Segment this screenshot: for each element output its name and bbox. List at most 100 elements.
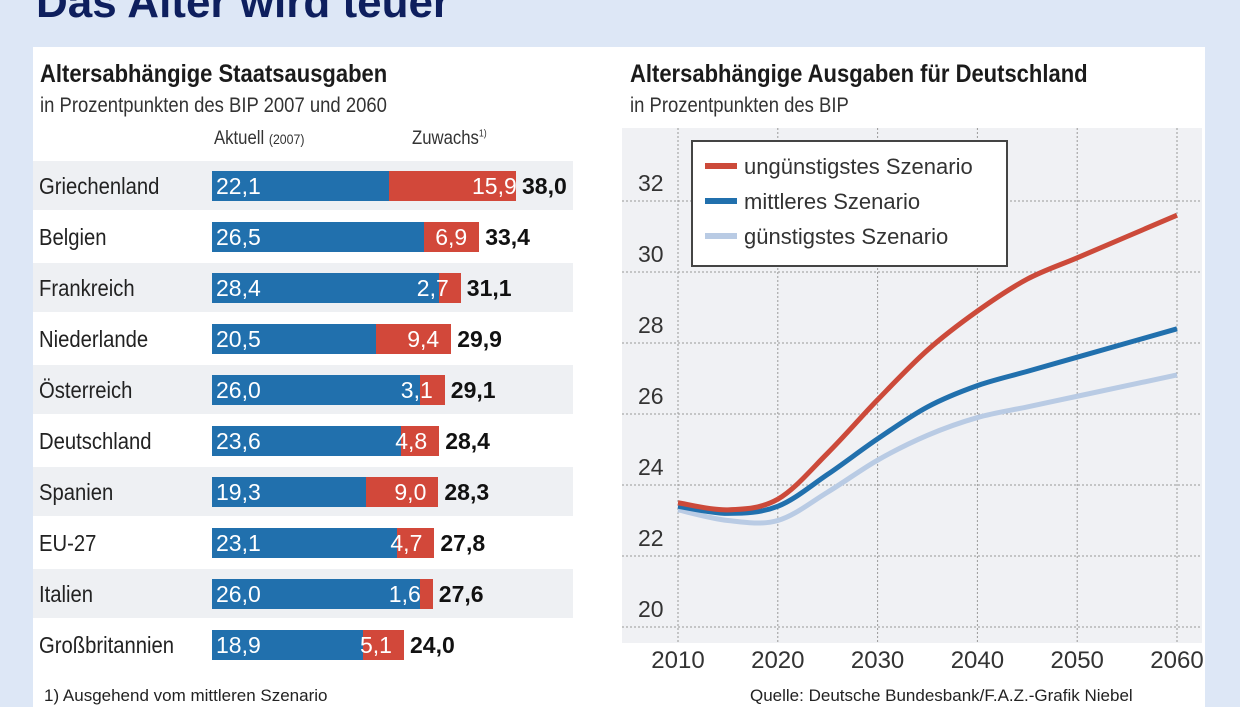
- value-total: 38,0: [522, 173, 567, 199]
- bar-increase: [366, 477, 439, 507]
- country-label: Belgien: [39, 224, 107, 250]
- country-label: EU-27: [39, 530, 97, 556]
- y-tick-label: 26: [638, 383, 664, 409]
- bar-row: Italien 26,0 1,6 27,6: [33, 569, 573, 618]
- value-total: 27,6: [438, 581, 484, 607]
- bar-increase: [420, 375, 445, 405]
- value-current: 23,1: [216, 530, 261, 556]
- value-increase: 15,9: [472, 173, 517, 199]
- bar-increase: [396, 528, 435, 558]
- value-increase: 3,1: [400, 377, 433, 403]
- bar-row: EU-27 23,1 4,7 27,8: [33, 518, 573, 567]
- value-increase: 4,8: [395, 428, 428, 454]
- series-line: [677, 372, 1178, 526]
- legend-increase-label: Zuwachs: [412, 128, 479, 149]
- value-increase: 2,7: [416, 275, 449, 301]
- bar-current: [212, 171, 389, 201]
- bar-current: [212, 477, 367, 507]
- value-current: 26,0: [216, 581, 261, 607]
- line-chart-subtitle: in Prozentpunkten des BIP: [630, 94, 849, 117]
- bar-increase: [363, 630, 404, 660]
- bar-row: Niederlande 20,5 9,4 29,9: [33, 314, 573, 363]
- value-total: 29,9: [457, 326, 502, 352]
- legend-label: mittleres Szenario: [744, 189, 920, 214]
- bar-increase: [439, 273, 461, 303]
- series-line: [677, 326, 1178, 516]
- bar-chart-subtitle: in Prozentpunkten des BIP 2007 und 2060: [40, 94, 387, 117]
- country-label: Griechenland: [39, 173, 160, 199]
- bar-increase: [400, 426, 440, 456]
- value-total: 27,8: [440, 530, 486, 556]
- value-increase: 4,7: [390, 530, 423, 556]
- country-label: Spanien: [39, 479, 114, 505]
- bar-row: Großbritannien 18,9 5,1 24,0: [33, 620, 573, 669]
- country-label: Österreich: [39, 377, 133, 403]
- y-tick-label: 28: [638, 312, 664, 338]
- value-increase: 9,4: [407, 326, 440, 352]
- bar-row: Griechenland 22,1 15,9 38,0: [33, 161, 573, 210]
- series-line: [677, 212, 1178, 513]
- x-tick-label: 2050: [1051, 647, 1104, 674]
- legend-current: Aktuell (2007): [214, 128, 304, 150]
- y-tick-label: 22: [638, 525, 664, 551]
- bar-row: Spanien 19,3 9,0 28,3: [33, 467, 573, 516]
- value-total: 24,0: [410, 632, 455, 658]
- value-total: 31,1: [466, 275, 512, 301]
- value-current: 26,0: [216, 377, 261, 403]
- country-label: Niederlande: [39, 326, 149, 352]
- bar-current: [212, 222, 424, 252]
- bar-current: [212, 324, 376, 354]
- y-tick-label: 20: [638, 596, 664, 622]
- bar-current: [212, 630, 364, 660]
- legend-increase-note: 1): [478, 128, 487, 140]
- value-total: 29,1: [450, 377, 496, 403]
- bar-increase: [388, 171, 516, 201]
- legend-label: günstigstes Szenario: [744, 224, 948, 249]
- bar-row: Deutschland 23,6 4,8 28,4: [33, 416, 573, 465]
- value-current: 20,5: [216, 326, 261, 352]
- country-label: Großbritannien: [39, 632, 175, 658]
- x-tick-label: 2030: [851, 647, 904, 674]
- bar-current: [212, 528, 397, 558]
- bar-current: [212, 426, 401, 456]
- value-current: 22,1: [216, 173, 261, 199]
- source: Quelle: Deutsche Bundesbank/F.A.Z.-Grafi…: [750, 686, 1133, 705]
- x-tick-label: 2010: [651, 647, 704, 674]
- legend-box: [691, 140, 1008, 267]
- legend-current-year: (2007): [268, 131, 305, 147]
- country-label: Frankreich: [39, 275, 135, 301]
- x-tick-label: 2060: [1150, 647, 1203, 674]
- value-current: 19,3: [216, 479, 261, 505]
- value-increase: 1,6: [388, 581, 421, 607]
- value-increase: 6,9: [435, 224, 468, 250]
- value-current: 18,9: [216, 632, 261, 658]
- bar-row: Österreich 26,0 3,1 29,1: [33, 365, 573, 414]
- bar-increase: [376, 324, 452, 354]
- x-tick-label: 2040: [951, 647, 1004, 674]
- page-title: Das Alter wird teuer: [36, 0, 451, 27]
- value-increase: 9,0: [394, 479, 427, 505]
- value-total: 33,4: [485, 224, 530, 250]
- bar-chart-title: Altersabhängige Staatsausgaben: [40, 60, 388, 88]
- bar-current: [212, 273, 440, 303]
- x-tick-label: 2020: [751, 647, 804, 674]
- bar-current: [212, 579, 420, 609]
- y-tick-label: 30: [638, 241, 664, 267]
- y-tick-label: 32: [638, 170, 664, 196]
- bar-increase: [424, 222, 480, 252]
- country-label: Italien: [39, 581, 94, 607]
- bar-row: Belgien 26,5 6,9 33,4: [33, 212, 573, 261]
- line-chart-title: Altersabhängige Ausgaben für Deutschland: [630, 60, 1088, 88]
- legend: ungünstigstes Szenario mittleres Szenario…: [691, 140, 1008, 267]
- value-total: 28,3: [444, 479, 490, 505]
- value-total: 28,4: [445, 428, 490, 454]
- value-current: 26,5: [216, 224, 261, 250]
- bar-current: [212, 375, 420, 405]
- legend-increase: Zuwachs1): [412, 128, 487, 150]
- bar-increase: [420, 579, 433, 609]
- value-current: 28,4: [216, 275, 261, 301]
- country-label: Deutschland: [39, 428, 152, 454]
- value-increase: 5,1: [360, 632, 392, 658]
- legend-label: ungünstigstes Szenario: [744, 154, 973, 179]
